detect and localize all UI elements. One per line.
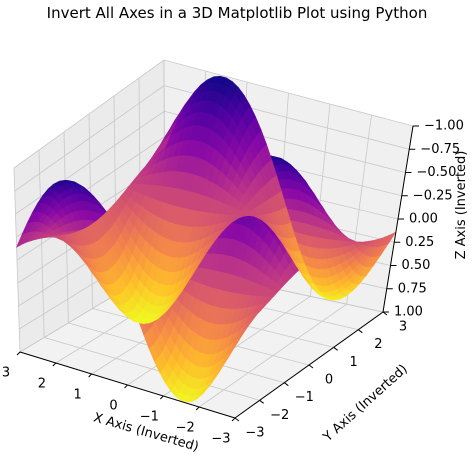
z-tick-label: −0.50	[417, 165, 457, 180]
y-tick-label: 1	[350, 355, 358, 370]
x-tick-mark	[52, 362, 57, 367]
y-tick-mark	[333, 346, 338, 351]
y-tick-mark	[358, 329, 363, 334]
y-tick-label: −3	[245, 426, 264, 441]
tick-labels: 3 2 1 0 −1 −2 −3 −3 −2 −1 0 1 2 3 −1.00 −0.75 −0.50 −0.25…	[2, 119, 464, 447]
y-tick-label: 0	[325, 373, 333, 388]
y-tick-mark	[284, 382, 289, 387]
z-tick-label: −1.00	[424, 119, 464, 134]
left-wall-grid-z	[13, 59, 165, 169]
z-tick-label: 1.00	[394, 305, 423, 320]
surface-plot	[15, 75, 397, 403]
z-tick-label: −0.25	[413, 188, 453, 203]
x-tick-label: −2	[176, 421, 195, 436]
x-tick-label: −1	[140, 410, 159, 425]
x-tick-mark	[88, 373, 93, 378]
y-tick-mark	[259, 399, 264, 404]
y-tick-label: −1	[295, 390, 314, 405]
x-tick-mark	[231, 417, 236, 422]
x-tick-mark	[124, 384, 128, 389]
z-tick-label: 0.25	[405, 235, 434, 250]
x-tick-label: 2	[38, 377, 46, 392]
back-wall-grid-z	[163, 59, 414, 127]
x-tick-label: 0	[109, 399, 117, 414]
z-tick-label: 0.00	[409, 212, 438, 227]
left-wall-grid-z	[14, 85, 165, 192]
x-tick-mark	[159, 395, 164, 400]
y-tick-label: 3	[399, 320, 407, 335]
surface-patch	[160, 134, 171, 152]
z-tick-label: −0.75	[420, 142, 460, 157]
z-tick-label: 0.50	[402, 258, 431, 273]
x-tick-mark	[16, 351, 21, 356]
y-axis-label: Y Axis (Inverted)	[320, 362, 411, 446]
left-wall-grid-z	[15, 110, 165, 215]
y-tick-label: 2	[374, 337, 382, 352]
z-axis-label: Z Axis (Inverted)	[454, 151, 469, 260]
x-tick-mark	[195, 406, 200, 411]
z-tick-label: 0.75	[398, 281, 427, 296]
x-tick-label: 3	[2, 366, 10, 381]
x-tick-label: 1	[74, 388, 82, 403]
chart-title: Invert All Axes in a 3D Matplotlib Plot …	[47, 4, 428, 22]
x-tick-label: −3	[211, 432, 230, 447]
y-tick-mark	[308, 364, 314, 369]
floor-grid-y	[44, 337, 260, 401]
y-tick-label: −2	[270, 408, 289, 423]
y-tick-mark	[234, 417, 240, 422]
